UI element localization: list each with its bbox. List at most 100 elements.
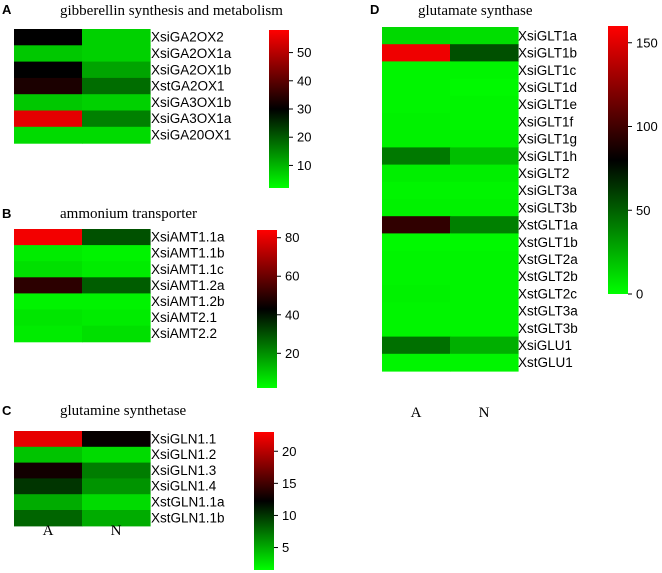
heatmap-cell [82, 277, 151, 294]
column-label: A [411, 405, 422, 421]
heatmap-cell [450, 61, 519, 80]
panel-c: C glutamine synthetase XsiGLN1.1XsiGLN1.… [2, 403, 296, 570]
heatmap-cell [82, 45, 151, 63]
panel-c-row-labels: XsiGLN1.1XsiGLN1.2XsiGLN1.3XsiGLN1.4XstG… [151, 431, 225, 525]
heatmap-cell [14, 94, 83, 112]
heatmap-cell [82, 309, 151, 327]
heatmap-cell [450, 336, 519, 355]
heatmap-cell [382, 61, 451, 80]
heatmap-cell [450, 27, 519, 45]
heatmap-cell [450, 95, 519, 114]
heatmap-cell [382, 147, 451, 166]
heatmap-cell [82, 462, 151, 479]
heatmap-cell [450, 267, 519, 286]
row-label: XsiGLT2 [518, 166, 570, 181]
heatmap-cell [450, 233, 519, 252]
panel-d-title: glutamate synthase [418, 3, 533, 19]
heatmap-cell [82, 77, 151, 95]
column-label: N [111, 523, 122, 539]
heatmap-cell [82, 229, 151, 246]
heatmap-cell [82, 325, 151, 343]
heatmap-cell [382, 319, 451, 338]
row-label: XsiAMT1.2a [151, 278, 225, 293]
row-label: XsiGLN1.1 [151, 431, 216, 446]
heatmap-cell [14, 462, 83, 479]
heatmap-cell [14, 325, 83, 343]
heatmap-cell [82, 94, 151, 112]
row-label: XsiGLT1a [518, 28, 578, 43]
row-label: XsiGLU1 [518, 338, 572, 353]
panel-a-cells [14, 29, 151, 144]
row-label: XsiGLN1.3 [151, 463, 216, 478]
heatmap-cell [14, 309, 83, 327]
heatmap-cell [382, 353, 451, 372]
panel-c-title: glutamine synthetase [60, 403, 187, 419]
heatmap-cell [450, 285, 519, 303]
row-label: XsiAMT1.2b [151, 294, 225, 309]
panel-b-cells [14, 229, 151, 343]
heatmap-cell [382, 44, 451, 62]
heatmap-cell [14, 478, 83, 495]
panel-d-colorbar [608, 26, 628, 294]
row-label: XsiGA3OX1a [151, 111, 232, 126]
heatmap-cell [450, 199, 519, 217]
heatmap-cell [82, 110, 151, 128]
row-label: XsiAMT1.1b [151, 246, 225, 261]
row-label: XsiGLT1h [518, 149, 577, 164]
colorbar-tick-label: 80 [285, 230, 299, 245]
row-label: XsiAMT2.2 [151, 326, 217, 341]
heatmap-cell [14, 510, 83, 527]
colorbar-tick-label: 20 [285, 346, 299, 361]
row-label: XsiGA3OX1b [151, 95, 231, 110]
row-label: XsiGLN1.2 [151, 447, 216, 462]
row-label: XsiGA2OX1b [151, 62, 231, 77]
panel-d-letter: D [370, 2, 379, 17]
row-label: XsiAMT1.1c [151, 262, 224, 277]
panel-d-row-labels: XsiGLT1a XsiGLT1b XsiGLT1c XsiGLT1d XsiGLT1e… [518, 28, 578, 370]
heatmap-cell [82, 261, 151, 278]
colorbar-tick-label: 10 [297, 158, 311, 173]
row-label: XsiGA20OX1 [151, 128, 231, 143]
heatmap-cell [14, 229, 83, 246]
colorbar-tick-label: 60 [285, 269, 299, 284]
panel-c-colorbar-ticks: 5 10 15 20 [274, 444, 296, 555]
heatmap-cell [382, 267, 451, 286]
row-label: XstGLT2a [518, 252, 578, 267]
heatmap-cell [82, 446, 151, 464]
row-label: XsiGLT3a [518, 183, 578, 198]
heatmap-cell [382, 302, 451, 320]
row-label: XsiAMT1.1a [151, 230, 225, 245]
heatmap-cell [14, 126, 83, 144]
row-label: XstGLT3a [518, 304, 578, 319]
row-label: XsiAMT2.1 [151, 310, 217, 325]
column-label: A [43, 523, 54, 539]
heatmap-cell [14, 293, 83, 311]
colorbar-tick-label: 10 [282, 508, 296, 523]
heatmap-cell [14, 446, 83, 464]
heatmap-cell [14, 261, 83, 278]
heatmap-cell [82, 61, 151, 79]
heatmap-cell [382, 216, 451, 234]
colorbar-tick-label: 40 [297, 73, 311, 88]
heatmap-cell [382, 285, 451, 303]
row-label: XstGLU1 [518, 355, 573, 370]
column-label: N [479, 405, 490, 421]
heatmap-cell [450, 78, 519, 97]
panel-a-colorbar-ticks: 10 20 30 40 50 [289, 45, 311, 173]
colorbar-tick-label: 15 [282, 476, 296, 491]
row-label: XstGLT3b [518, 321, 578, 336]
heatmap-cell [14, 77, 83, 95]
heatmap-cell [382, 199, 451, 217]
panel-a-colorbar [269, 30, 289, 188]
heatmap-cell [82, 29, 151, 46]
heatmap-cell [14, 61, 83, 79]
heatmap-cell [14, 45, 83, 63]
panel-c-cells [14, 431, 151, 527]
colorbar-tick-label: 5 [282, 540, 289, 555]
panel-b-letter: B [2, 206, 11, 221]
heatmap-cell [382, 181, 451, 200]
panel-b-colorbar [257, 230, 277, 388]
panel-d-colorbar-ticks: 0 50 100 150 [628, 35, 658, 302]
